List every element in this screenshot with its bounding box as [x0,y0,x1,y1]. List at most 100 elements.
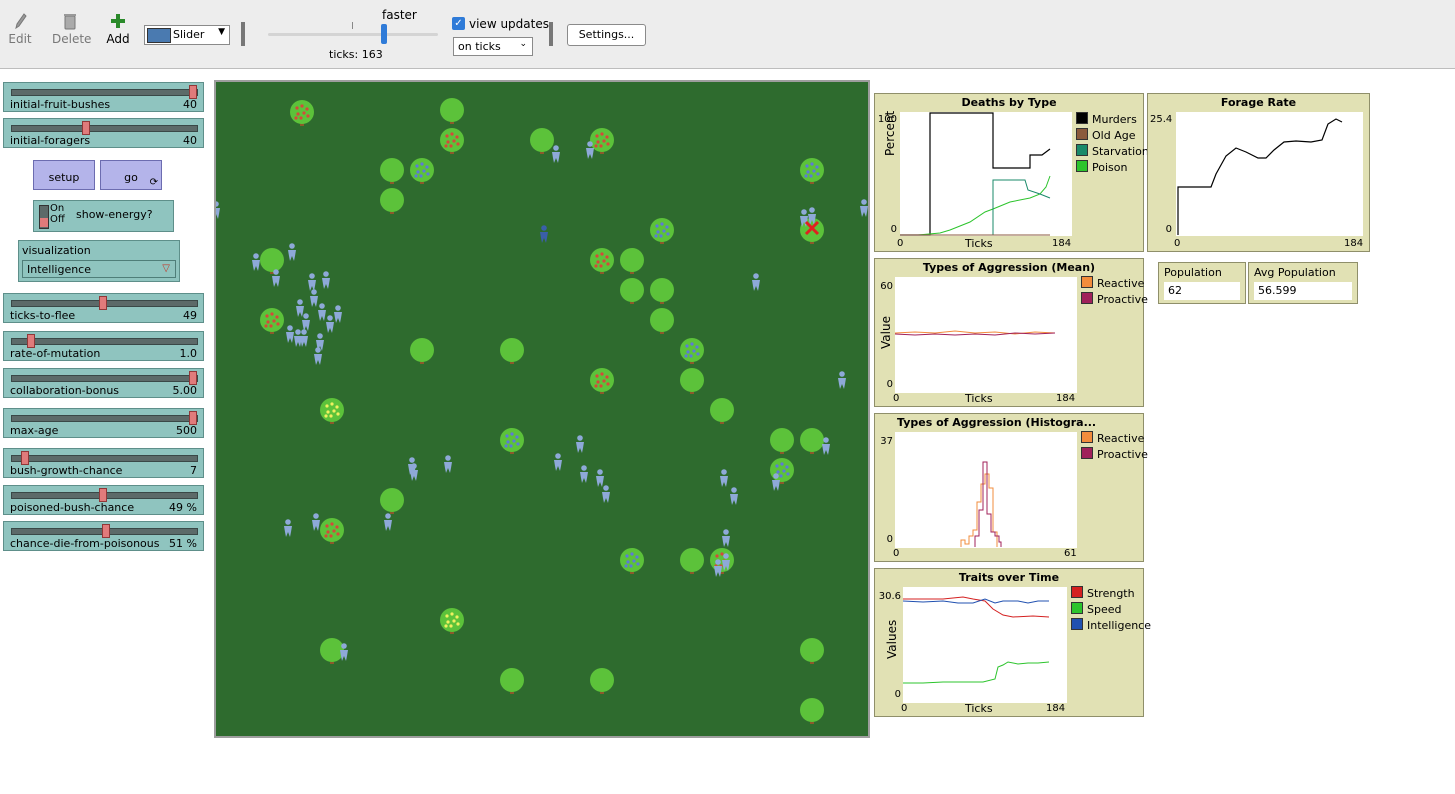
forager [384,513,392,531]
chooser-value-box[interactable]: Intelligence ▽ [22,260,176,278]
x-min-label: 0 [901,703,908,714]
switch-knob[interactable] [40,218,48,227]
slider-knob[interactable] [82,121,90,135]
widget-type-select[interactable]: Slider ▼ [144,25,230,45]
fruit-bush [530,128,554,154]
murders-series [900,112,1051,236]
forager [540,225,548,243]
forager [308,273,316,291]
fruit-bush [500,428,524,454]
slider-label: initial-foragers [10,134,91,147]
forager [302,313,310,331]
fruit-bush [290,100,314,126]
x-min-label: 0 [897,238,904,249]
settings-button[interactable]: Settings... [567,24,646,46]
slider-knob[interactable] [189,371,197,385]
plot-area [894,277,1077,393]
speed-slider[interactable] [268,33,438,36]
slider-knob[interactable] [99,296,107,310]
reactive-histogram [960,473,998,547]
toolbar: Edit Delete Add Slider ▼ faster ticks: 1… [0,0,1455,69]
aggression-lines [894,330,1056,336]
forager [586,141,594,159]
proactive-series [894,332,1056,336]
slider-initial-foragers[interactable]: initial-foragers 40 [3,118,204,148]
slider-ticks-to-flee[interactable]: ticks-to-flee 49 [3,293,204,323]
view-updates-checkbox[interactable]: ✓ [452,17,465,30]
legend-swatch [1076,144,1088,156]
plus-icon [111,14,125,28]
slider-max-age[interactable]: max-age 500 [3,408,204,438]
slider-track[interactable] [11,89,198,96]
legend-entry: Old Age [1076,128,1149,144]
forager [596,469,604,487]
plot-legend: Reactive Proactive [1081,276,1148,308]
forager [576,435,584,453]
fruit-bush [260,308,284,334]
slider-track[interactable] [11,125,198,132]
forager [722,553,730,571]
slider-track[interactable] [11,415,198,422]
forager [322,271,330,289]
x-max-label: 61 [1064,548,1077,559]
legend-entry: Intelligence [1071,618,1151,634]
slider-knob[interactable] [102,524,110,538]
visualization-chooser[interactable]: visualization Intelligence ▽ [18,240,180,282]
deaths-by-type-plot: Deaths by Type Percent 100 0 0 Ticks 184… [874,93,1149,252]
aggression-histogram-plot: Types of Aggression (Histogra... 37 0 0 … [874,413,1148,562]
forager [552,145,560,163]
forager [722,529,730,547]
slider-bush-growth-chance[interactable]: bush-growth-chance 7 [3,448,204,478]
slider-poisoned-bush-chance[interactable]: poisoned-bush-chance 49 % [3,485,204,515]
setup-button[interactable]: setup [33,160,95,190]
legend-entry: Reactive [1081,276,1148,292]
speed-slider-thumb[interactable] [381,24,387,44]
edit-button[interactable]: Edit [8,12,32,46]
world-canvas[interactable] [212,82,868,736]
slider-knob[interactable] [21,451,29,465]
toolbar-separator [549,22,553,46]
legend-swatch [1076,112,1088,124]
forager [312,513,320,531]
legend-swatch [1081,431,1093,443]
world-view[interactable] [212,80,870,738]
fruit-bush [260,248,284,274]
legend-entry: Speed [1071,602,1151,618]
switch-track[interactable] [39,205,49,229]
slider-rate-of-mutation[interactable]: rate-of-mutation 1.0 [3,331,204,361]
forager [294,329,302,347]
slider-knob[interactable] [189,411,197,425]
slider-track[interactable] [11,455,198,462]
slider-collaboration-bonus[interactable]: collaboration-bonus 5.00 [3,368,204,398]
fruit-bush [440,608,464,634]
fruit-bush [500,668,524,694]
slider-track[interactable] [11,338,198,345]
go-button[interactable]: go ⟳ [100,160,162,190]
forage-rate-plot: Forage Rate 25.4 0 0 184 [1147,93,1370,252]
x-max-label: 184 [1046,703,1066,714]
forager [310,289,318,307]
reactive-series [894,330,1056,335]
legend-swatch [1076,128,1088,140]
traits-over-time-plot: Traits over Time Values 30.6 0 0 Ticks 1… [874,568,1151,717]
slider-label: collaboration-bonus [10,384,120,397]
delete-button[interactable]: Delete [52,12,91,46]
add-button[interactable]: Add [104,12,132,46]
slider-chance-die-from-poisonous[interactable]: chance-die-from-poisonous 51 % [3,521,204,551]
fruit-bush [800,698,824,724]
slider-initial-fruit-bushes[interactable]: initial-fruit-bushes 40 [3,82,204,112]
update-mode-select[interactable]: on ticks ⌄ [453,37,533,56]
plot-title: Types of Aggression (Mean) [922,261,1096,274]
view-updates-label: view updates [469,17,549,31]
show-energy-switch[interactable]: On Off show-energy? [33,200,174,232]
slider-track[interactable] [11,375,198,382]
y-min-label: 0 [894,689,901,700]
fruit-bush [680,368,704,394]
slider-knob[interactable] [99,488,107,502]
slider-knob[interactable] [189,85,197,99]
slider-knob[interactable] [27,334,35,348]
pencil-icon [15,13,27,30]
legend-swatch [1081,292,1093,304]
forager [314,347,322,365]
forager [296,299,304,317]
